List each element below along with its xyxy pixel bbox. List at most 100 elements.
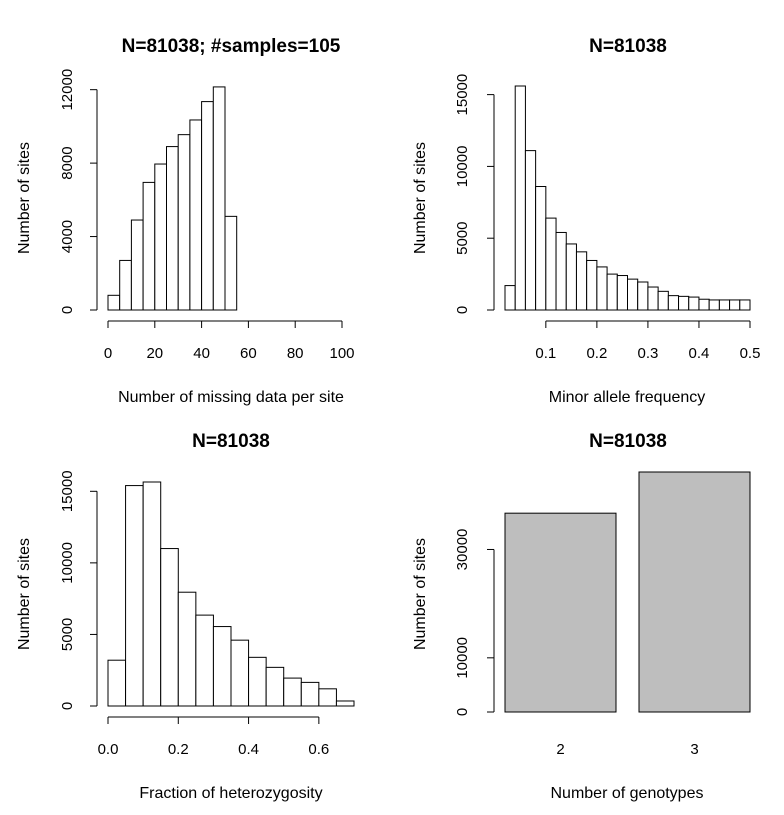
histogram-bar [535,186,547,311]
histogram-bar [142,181,156,311]
histogram-bar [647,286,659,311]
x-tick-label: 0.6 [308,741,329,758]
y-tick-label: 15000 [454,74,471,116]
x-tick-label: 0.2 [586,345,607,362]
histogram-bar [212,86,226,311]
chart-panel-4: N=81038 Number of genotypes Number of site… [412,431,751,802]
histogram-bar [107,294,121,311]
histogram-bar [545,217,557,311]
x-tick-label: 0 [104,345,112,362]
histogram-bar [265,666,285,707]
x-tick-label: 0.4 [238,741,259,758]
histogram-bar [189,119,203,311]
histogram-bar [248,656,267,707]
histogram-bar [107,659,127,707]
histogram-bar [177,591,197,707]
histogram-bar [201,101,214,311]
y-tick-label: 4000 [59,220,76,253]
histogram-bar [555,231,567,311]
histogram-bar [565,243,577,311]
x-tick-label: 0.0 [98,741,119,758]
y-tick-label: 0 [59,702,76,710]
histogram-bar [606,273,618,311]
chart-title: N=81038 [589,36,667,57]
y-tick-label: 10000 [454,146,471,188]
histogram-bar [678,295,690,311]
y-tick-label: 5000 [59,618,76,651]
y-tick-label: 0 [59,306,76,314]
y-tick-label: 0 [454,708,471,716]
histogram-bar [708,299,720,311]
histogram-bar [119,259,132,311]
chart-panel-1: N=81038; #samples=105 Number of missing d… [16,36,355,406]
histogram-bar [283,677,302,707]
bar-genotypes-3 [638,471,751,713]
histogram-bar [318,688,337,707]
histogram-bar [698,298,710,311]
y-tick-label: 5000 [454,222,471,255]
histogram-bar [130,219,144,311]
histogram-bar [688,296,700,311]
histogram-bar [142,481,162,707]
histogram-bar [514,85,526,311]
histogram-bar [575,251,588,311]
chart-panel-2: N=81038 Minor allele frequency Number of s… [412,36,760,406]
histogram-bar [524,150,537,311]
y-axis-label: Number of sites [16,538,33,650]
histogram-bar [729,299,741,311]
x-tick-label: 0.4 [689,345,710,362]
x-tick-label: 80 [287,345,304,362]
x-tick-label: 60 [240,345,257,362]
histogram-bar [125,485,144,707]
y-tick-label: 0 [454,306,471,314]
y-axis-label: Number of sites [412,538,429,650]
histogram-bar [195,614,214,707]
chart-panel-3: N=81038 Fraction of heterozygosity Number … [16,431,355,802]
x-axis-label: Number of genotypes [551,785,704,802]
histogram-bar [596,266,608,311]
chart-title: N=81038 [589,431,667,452]
histogram-bar [504,285,516,311]
x-axis-label: Number of missing data per site [118,389,344,406]
histogram-bar [637,281,649,311]
histogram-bar [667,295,680,311]
histogram-bar [586,259,598,311]
category-label: 3 [690,741,698,758]
histogram-bar [224,215,238,311]
category-label: 2 [556,741,564,758]
bar-genotypes-2 [504,512,617,713]
x-tick-label: 0.2 [168,741,189,758]
y-axis-label: Number of sites [16,142,33,254]
y-tick-label: 15000 [59,470,76,512]
x-axis-label: Fraction of heterozygosity [139,785,322,802]
y-tick-label: 10000 [454,637,471,679]
histogram-bar [739,299,751,311]
y-tick-label: 30000 [454,529,471,571]
histogram-bar [230,639,250,707]
x-tick-label: 0.1 [535,345,556,362]
histogram-bar [212,626,232,707]
histogram-bar [335,700,355,707]
y-tick-label: 10000 [59,542,76,584]
y-tick-label: 12000 [59,69,76,111]
histogram-bar [627,278,639,311]
x-tick-label: 20 [146,345,163,362]
histogram-bar [657,290,669,311]
x-tick-label: 0.5 [740,345,761,362]
histogram-bar [160,548,179,707]
histogram-bar [300,681,320,707]
histogram-bar [616,275,629,311]
histogram-bar [177,134,191,311]
x-tick-label: 0.3 [637,345,658,362]
x-axis-label: Minor allele frequency [549,389,706,406]
chart-title: N=81038; #samples=105 [122,36,341,57]
chart-title: N=81038 [192,431,270,452]
histogram-bar [718,299,731,311]
x-tick-label: 100 [329,345,354,362]
histogram-bar [166,146,179,311]
histogram-bar [154,163,168,311]
y-axis-label: Number of sites [412,142,429,254]
x-tick-label: 40 [193,345,210,362]
y-tick-label: 8000 [59,146,76,179]
